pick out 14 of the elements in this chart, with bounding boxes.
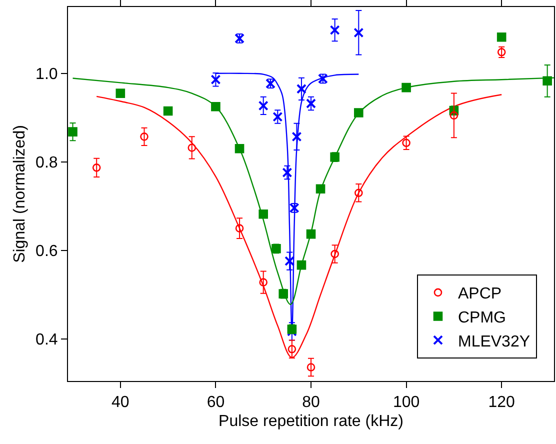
y-tick-label: 1.0 [36,66,58,83]
x-tick-label: 80 [302,394,320,412]
x-tick-label: 120 [488,394,516,412]
legend-label: MLEV32Y [458,333,530,350]
x-tick-label: 60 [206,394,225,412]
y-tick-label: 0.6 [36,243,58,260]
legend-label: CPMG [458,310,506,326]
x-tick-label: 100 [392,394,420,412]
legend-label: APCP [458,286,502,303]
x-axis-title: Pulse repetition rate (kHz) [218,412,404,430]
y-axis-title: Signal (normalized) [11,125,28,263]
x-tick-label: 40 [112,394,130,412]
y-tick-label: 0.8 [36,154,58,172]
y-tick-label: 0.4 [36,332,58,349]
